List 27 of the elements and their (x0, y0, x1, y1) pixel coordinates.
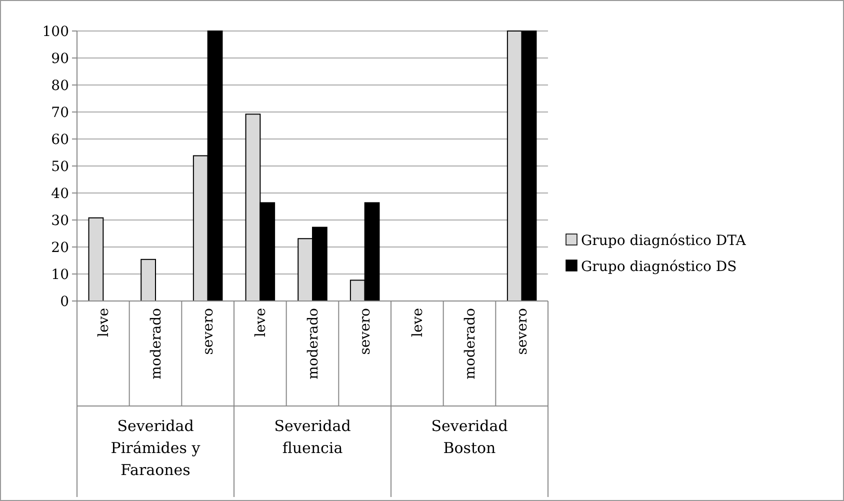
y-tick-label: 0 (60, 294, 69, 310)
x-tick-label: severo (200, 308, 217, 355)
bar (140, 258, 156, 302)
text: Severidad Pirámides y Faraones (110, 417, 201, 479)
y-tick-label: 20 (51, 240, 69, 256)
x-tick-label: severo (358, 308, 374, 355)
x-tick-label: leve (253, 308, 270, 337)
x-tick-label: leve (410, 308, 426, 337)
y-tick-label: 40 (51, 186, 69, 202)
legend-label: Grupo diagnóstico DS (581, 258, 737, 275)
text: Severidad fluencia (274, 417, 352, 457)
x-tick-label: leve (96, 308, 112, 337)
y-tick-label: 50 (51, 158, 69, 175)
text: Severidad Boston (431, 417, 508, 457)
x-tick-label: moderado (462, 308, 478, 380)
y-tick-label: 70 (51, 104, 69, 121)
legend-label: Grupo diagnóstico DTA (581, 232, 747, 249)
y-tick-label: 10 (51, 266, 69, 283)
y-tick-label: 90 (51, 50, 69, 67)
x-tick-label: severo (514, 308, 531, 355)
bar (88, 217, 104, 302)
y-tick-label: 100 (42, 24, 69, 40)
y-tick-label: 30 (51, 212, 69, 229)
y-tick-label: 60 (51, 132, 69, 148)
y-tick-label: 80 (51, 78, 69, 94)
x-tick-label: moderado (305, 308, 322, 380)
x-tick-label: moderado (148, 308, 164, 380)
